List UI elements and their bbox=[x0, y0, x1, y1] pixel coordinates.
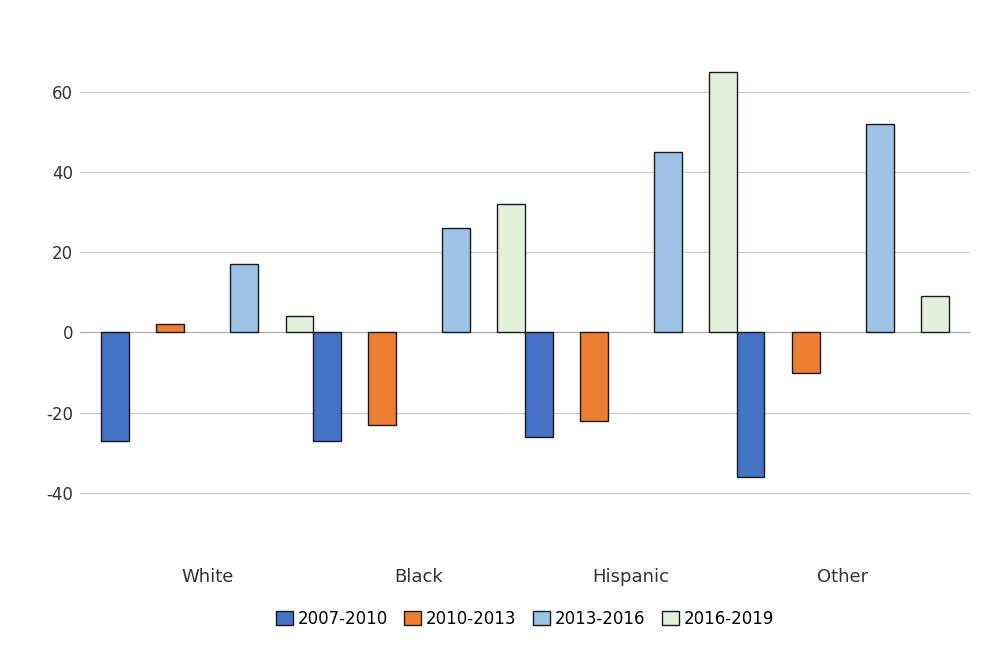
Bar bbox=[313, 332, 341, 441]
Legend: 2007-2010, 2010-2013, 2013-2016, 2016-2019: 2007-2010, 2010-2013, 2013-2016, 2016-20… bbox=[269, 603, 781, 634]
Bar bbox=[921, 296, 949, 332]
Bar bbox=[442, 228, 470, 332]
Bar bbox=[230, 264, 258, 332]
Bar bbox=[525, 332, 553, 437]
Bar bbox=[866, 124, 894, 332]
Bar bbox=[792, 332, 820, 372]
Bar bbox=[286, 317, 313, 332]
Bar bbox=[497, 204, 525, 332]
Bar bbox=[709, 72, 737, 332]
Bar bbox=[101, 332, 129, 441]
Bar bbox=[580, 332, 608, 421]
Bar bbox=[654, 152, 682, 332]
Bar bbox=[737, 332, 764, 477]
Bar bbox=[156, 324, 184, 332]
Bar bbox=[368, 332, 396, 424]
